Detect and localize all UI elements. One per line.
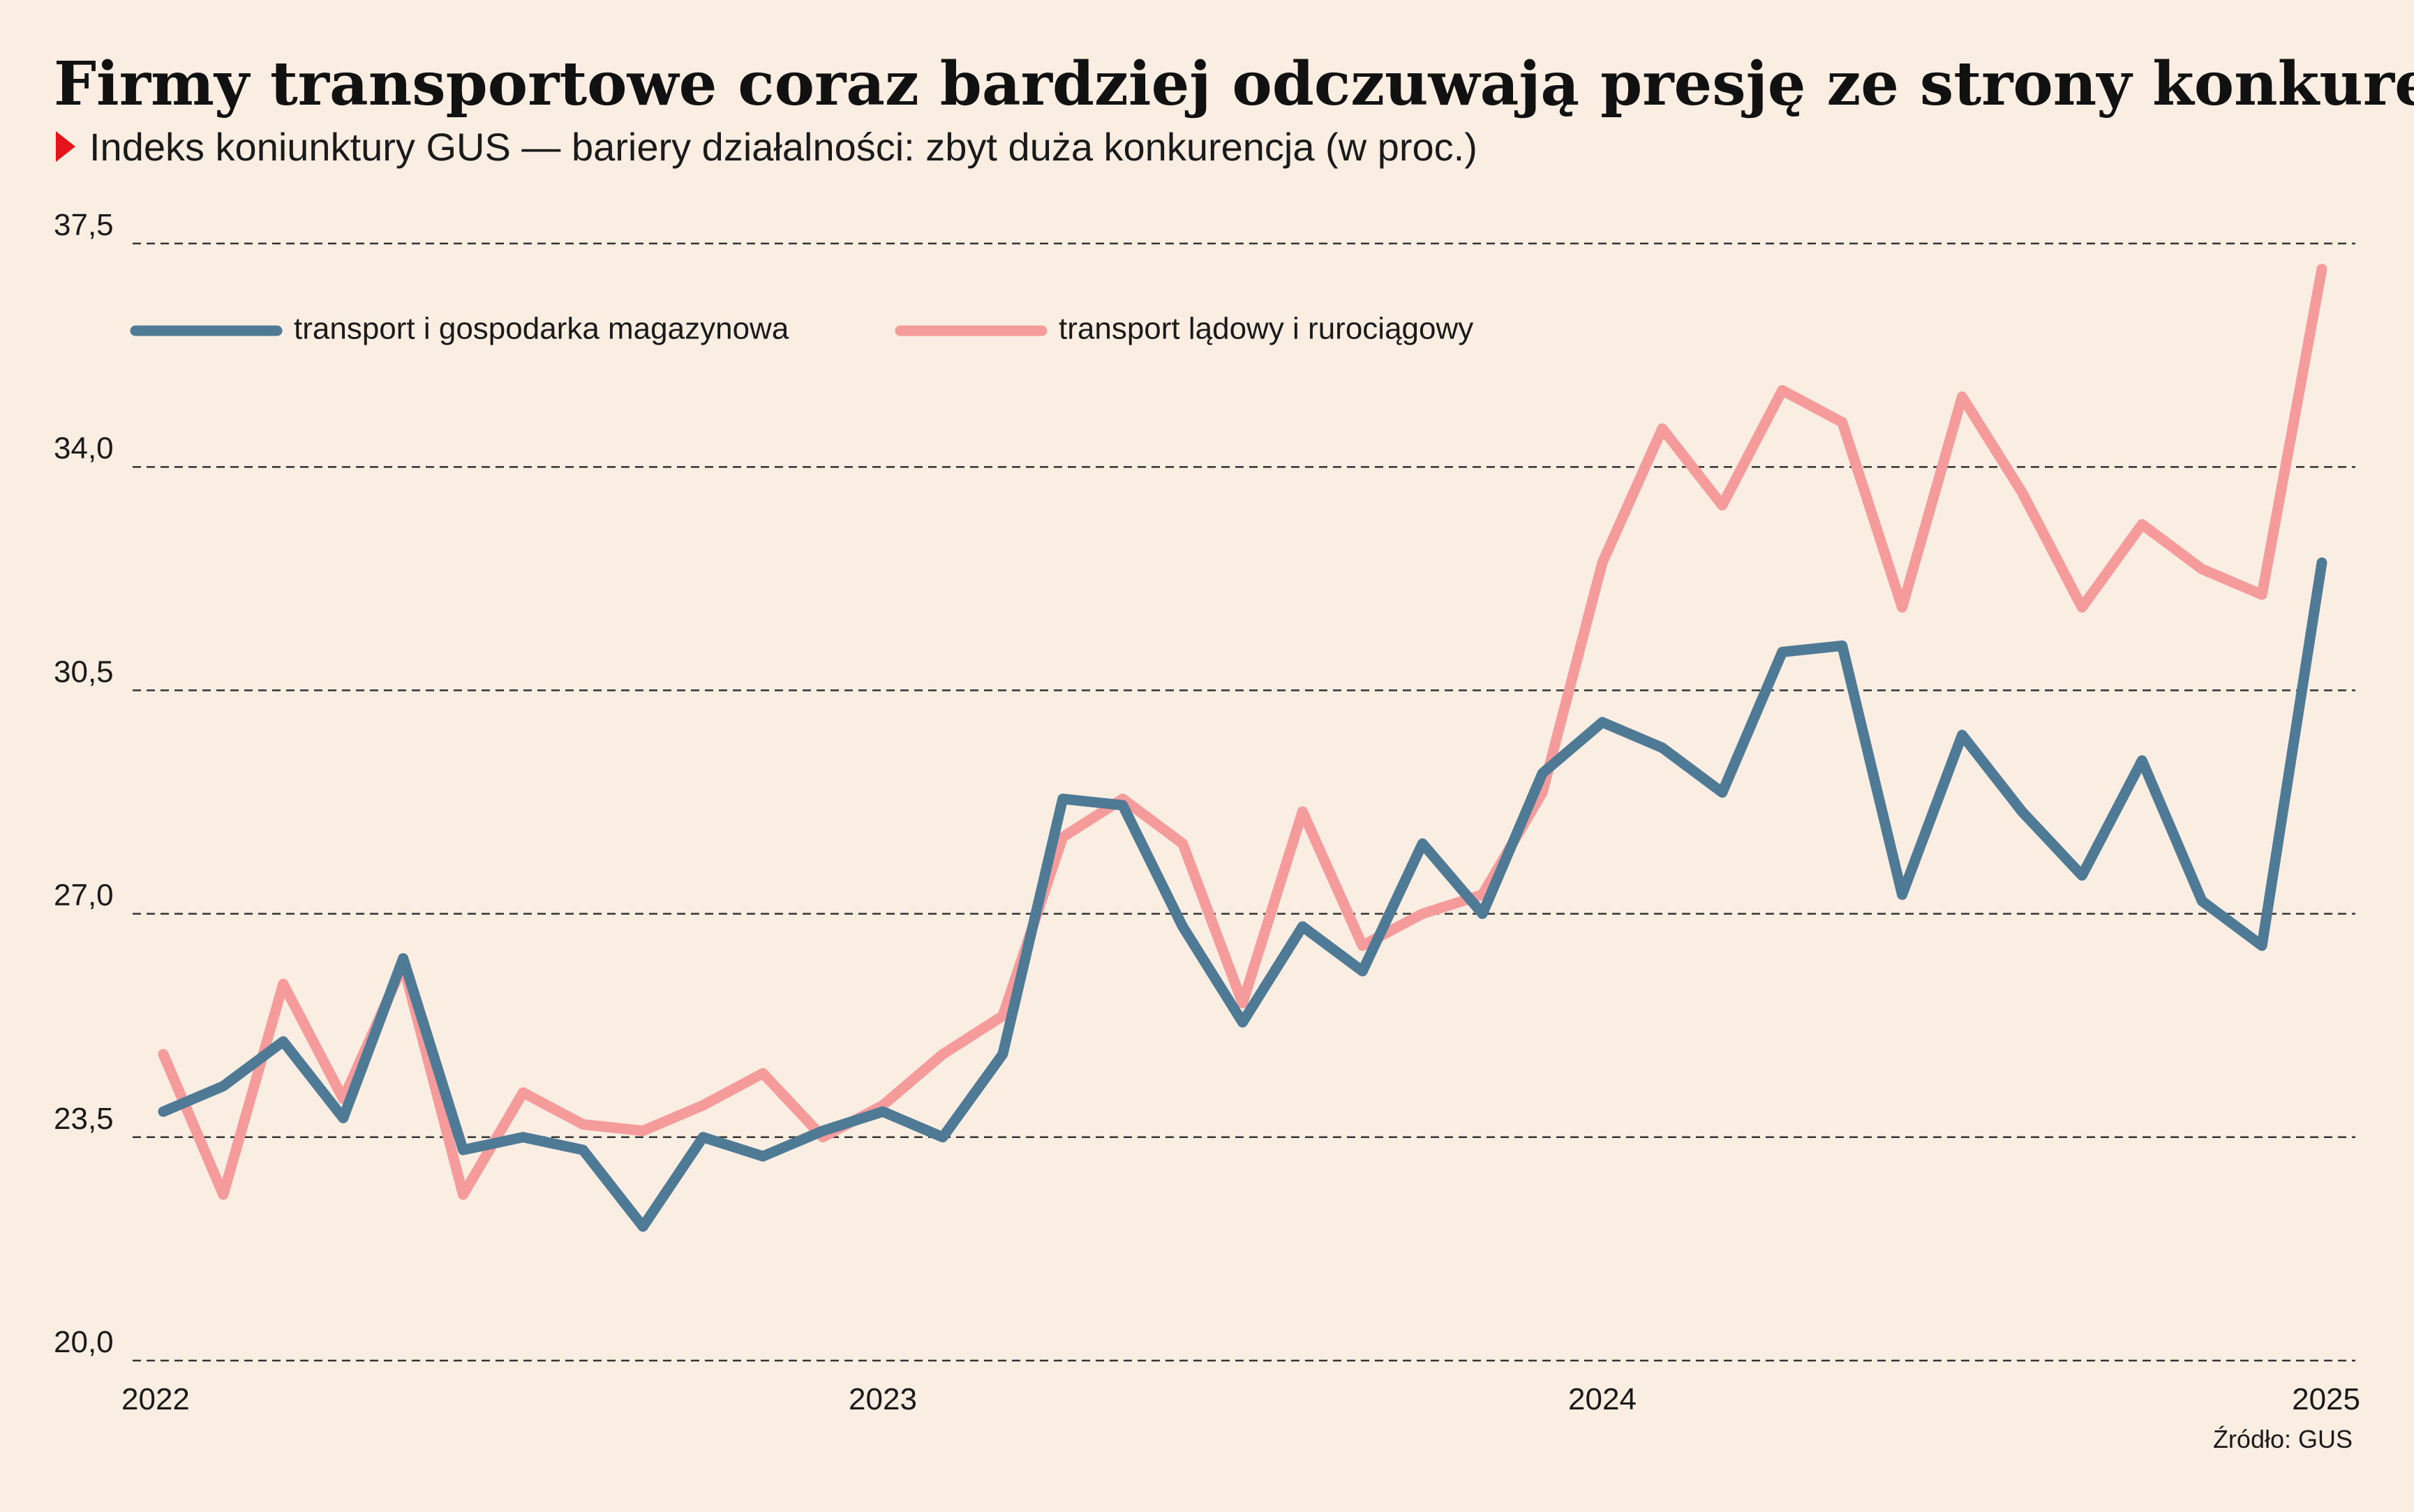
chart-title: Firmy transportowe coraz bardziej odczuw…	[54, 49, 2414, 119]
y-tick-label: 37,5	[54, 208, 114, 242]
legend-label: transport i gospodarka magazynowa	[294, 312, 789, 346]
series-line	[158, 557, 2327, 1232]
y-tick-label: 34,0	[54, 431, 114, 465]
x-tick-label: 2023	[849, 1382, 917, 1416]
chart-subtitle: Indeks koniunktury GUS — bariery działal…	[89, 125, 1477, 169]
series-line	[158, 264, 2327, 1200]
x-tick-label: 2025	[2292, 1382, 2360, 1416]
x-tick-label: 2024	[1568, 1382, 1637, 1416]
x-tick-label: 2022	[121, 1382, 190, 1416]
y-tick-label: 27,0	[54, 878, 114, 913]
y-tick-label: 23,5	[54, 1102, 114, 1136]
legend-label: transport lądowy i rurociągowy	[1059, 312, 1473, 346]
source: Źródło: GUS	[2213, 1425, 2353, 1453]
subtitle-marker	[56, 131, 75, 162]
y-tick-label: 20,0	[54, 1325, 114, 1359]
y-tick-label: 30,5	[54, 654, 114, 689]
